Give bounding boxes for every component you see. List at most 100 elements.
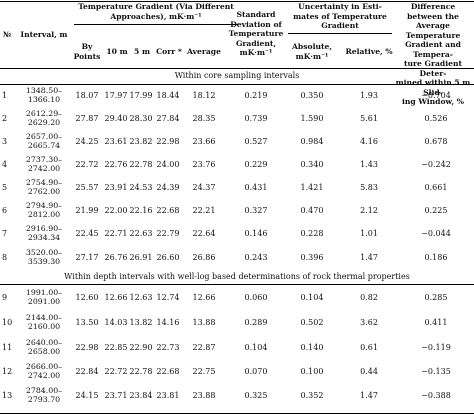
cell-abs: 0.100 [300,367,324,376]
cell-avg: 23.76 [192,160,216,169]
header-absolute: Absolute, mK·m⁻¹ [282,42,342,61]
cell-m10: 23.71 [104,391,128,400]
cell-std: 0.327 [244,206,268,215]
cell-std: 0.060 [244,293,268,302]
section-core-rule [0,84,474,85]
header-corr: Corr * [156,47,182,56]
cell-diff: 0.661 [424,183,448,192]
cell-std: 0.325 [244,391,268,400]
cell-m10: 22.76 [104,160,128,169]
cell-diff: 0.225 [424,206,448,215]
uncertainty-underline [288,33,392,34]
header-10m: 10 m [106,47,128,56]
header-diff-line1: Difference between the [407,2,459,21]
row-interval: 2144.00– 2160.00 [16,313,72,331]
header-abs-line1: Absolute, [292,42,332,51]
header-diff-line3: Gradient and Tempera- [405,40,461,59]
row-interval-line: 2612.29– [25,109,63,118]
cell-bp: 22.72 [75,160,99,169]
cell-m5: 23.84 [129,391,153,400]
cell-bp: 21.99 [75,206,99,215]
row-interval-line: 2629.20 [27,118,61,127]
cell-bp: 22.84 [75,367,99,376]
cell-corr: 12.74 [156,293,180,302]
cell-abs: 0.502 [300,318,324,327]
header-bp-line1: By [81,42,93,51]
cell-m10: 22.00 [104,206,128,215]
cell-m10: 12.66 [104,293,128,302]
cell-rel: 0.82 [360,293,378,302]
cell-avg: 23.66 [192,137,216,146]
header-by-points: By Points [72,42,102,61]
cell-abs: 0.352 [300,391,324,400]
header-uncertainty: Uncertainty in Esti- mates of Temperatur… [286,2,394,31]
cell-avg: 24.37 [192,183,216,192]
row-number: 4 [2,160,8,169]
cell-std: 0.739 [244,114,268,123]
header-relative: Relative, % [345,47,393,56]
cell-abs: 0.470 [300,206,324,215]
row-interval: 3520.00– 3539.30 [16,248,72,266]
cell-bp: 22.98 [75,343,99,352]
row-interval-line: 1348.50– [25,86,63,95]
header-no: № [2,30,12,39]
cell-m5: 23.82 [129,137,153,146]
row-interval-line: 3539.30 [27,257,61,266]
header-unc-line3: Gradient [321,21,359,30]
row-interval: 2784.00– 2793.70 [16,386,72,404]
cell-rel: 0.44 [360,367,378,376]
row-interval-line: 2812.00 [27,210,61,219]
header-5m: 5 m [134,47,150,56]
row-interval-line: 2737.30– [25,155,63,164]
cell-rel: 1.01 [360,229,378,238]
cell-avg: 22.64 [192,229,216,238]
header-std-line3: Temperature [228,29,284,38]
cell-abs: 0.350 [300,91,324,100]
cell-avg: 22.21 [192,206,216,215]
cell-abs: 0.104 [300,293,324,302]
row-interval: 2737.30– 2742.00 [16,155,72,173]
cell-bp: 22.45 [75,229,99,238]
row-interval-line: 2754.90– [25,178,63,187]
header-difference: Difference between the Average Temperatu… [392,2,474,107]
row-interval-line: 1366.10 [27,95,61,104]
row-number: 12 [2,367,13,376]
row-number: 9 [2,293,8,302]
row-number: 11 [2,343,13,352]
cell-m10: 22.85 [104,343,128,352]
cell-bp: 12.60 [75,293,99,302]
cell-bp: 24.15 [75,391,99,400]
section-welllog-rule [0,284,474,285]
cell-avg: 28.35 [192,114,216,123]
cell-rel: 1.43 [360,160,378,169]
cell-rel: 3.62 [360,318,378,327]
cell-corr: 22.98 [156,137,180,146]
cell-avg: 12.66 [192,293,216,302]
cell-std: 0.289 [244,318,268,327]
cell-avg: 26.86 [192,253,216,262]
cell-corr: 22.68 [156,206,180,215]
cell-m10: 29.40 [104,114,128,123]
header-bp-line2: Points [73,51,101,61]
cell-bp: 24.25 [75,137,99,146]
cell-m10: 22.71 [104,229,128,238]
row-interval-line: 2916.90– [25,224,63,233]
cell-m10: 22.72 [104,367,128,376]
row-interval: 2916.90– 2934.34 [16,224,72,242]
cell-diff: −0.242 [421,160,451,169]
cell-diff: 0.526 [424,114,448,123]
cell-std: 0.104 [244,343,268,352]
header-average: Average [187,47,221,56]
bottom-rule [0,413,474,414]
cell-rel: 1.47 [360,253,378,262]
header-std-line4: Gradient, [235,38,277,48]
cell-rel: 5.83 [360,183,378,192]
cell-m5: 22.90 [129,343,153,352]
row-interval-line: 3520.00– [25,248,63,257]
cell-bp: 25.57 [75,183,99,192]
cell-avg: 13.88 [192,318,216,327]
row-interval-line: 2665.74 [27,141,61,150]
section-core-sampling: Within core sampling intervals [174,71,300,80]
cell-diff: 0.678 [424,137,448,146]
